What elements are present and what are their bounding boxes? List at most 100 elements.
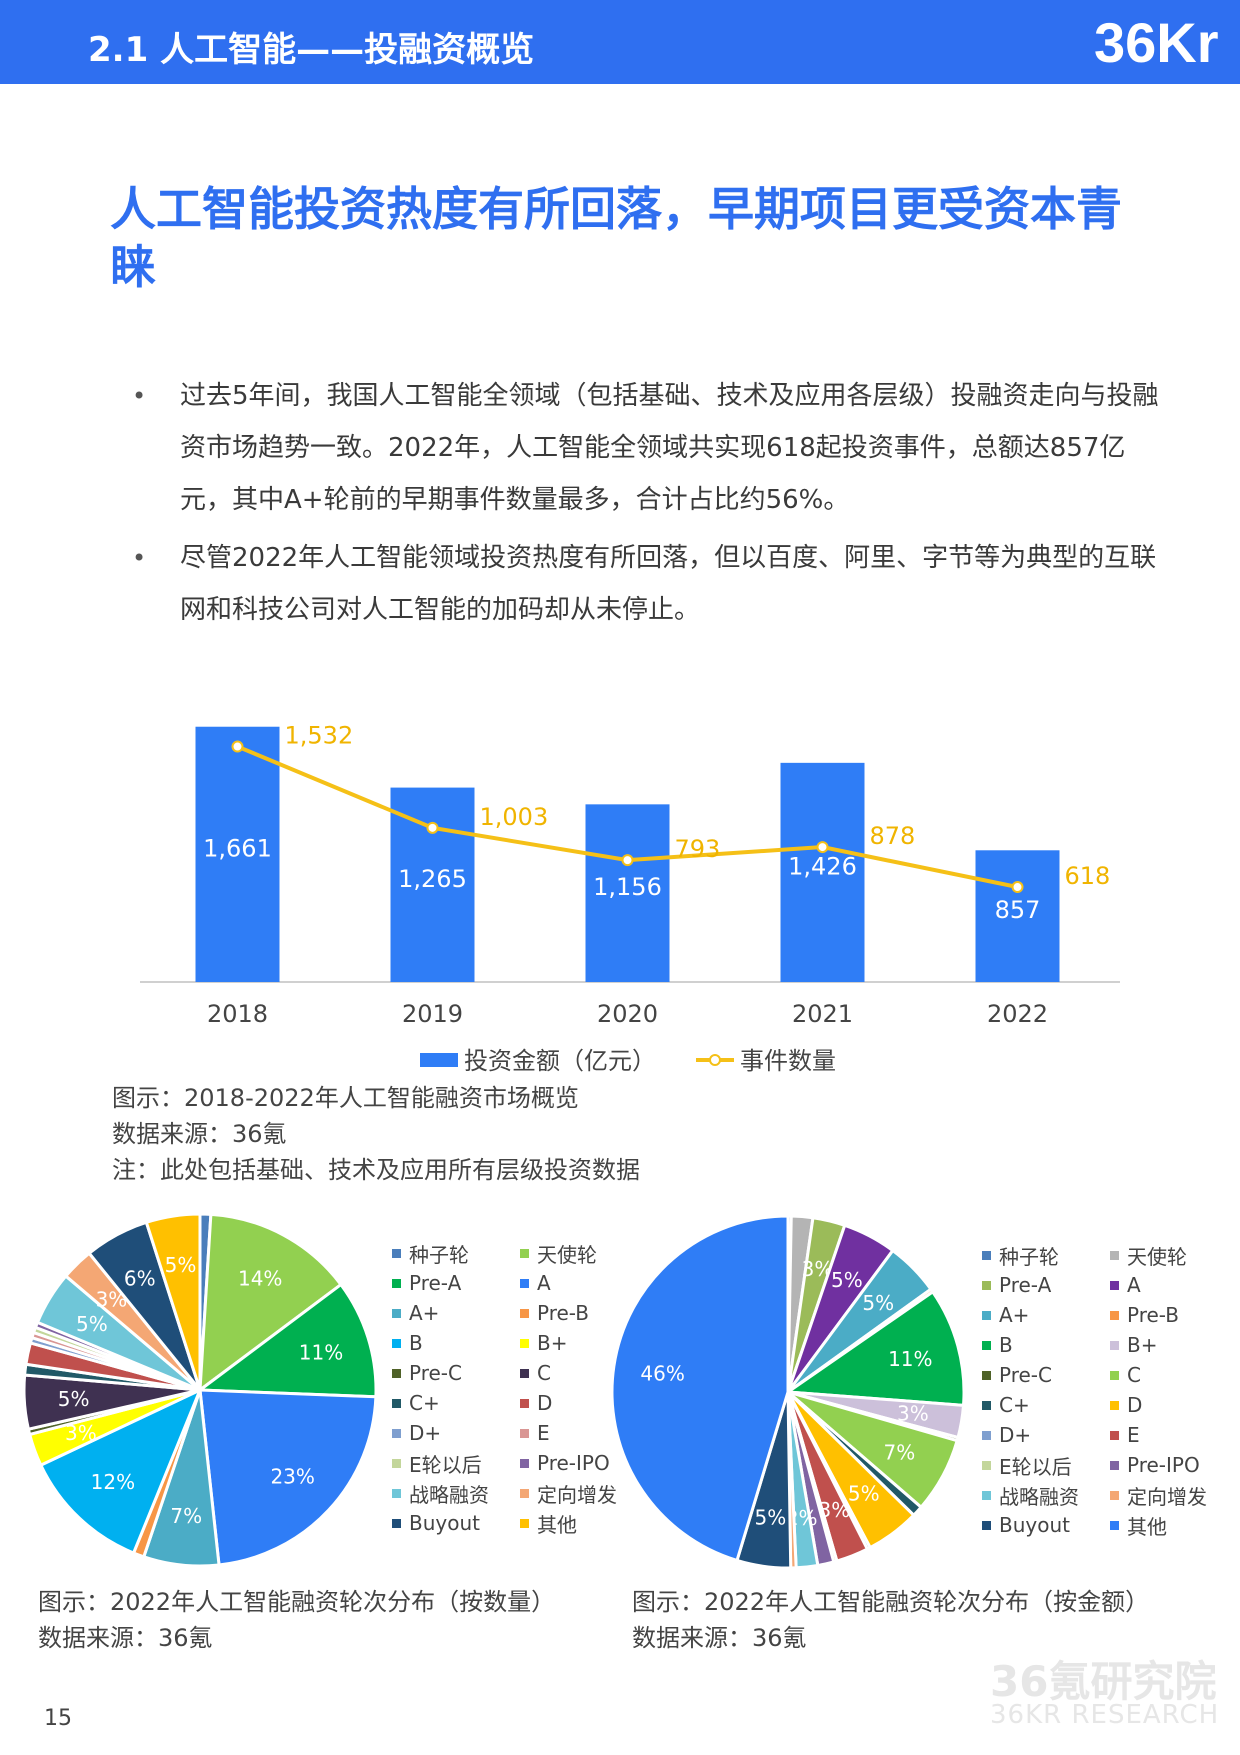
legend-swatch-bar	[420, 1053, 458, 1067]
bar	[390, 787, 475, 982]
pie-slice	[144, 1212, 202, 1391]
legend-swatch	[982, 1310, 991, 1320]
event-count-label: 793	[675, 835, 721, 863]
legend-item: 其他	[520, 1508, 638, 1538]
pie-chart-by-count: 14%11%23%7%12%3%5%5%3%6%5%	[22, 1212, 378, 1568]
legend-label: 天使轮	[1127, 1244, 1187, 1269]
legend-label: E轮以后	[999, 1454, 1072, 1479]
legend-item: 种子轮	[392, 1238, 510, 1268]
event-count-label: 878	[870, 822, 916, 850]
pie-slice-label: 5%	[58, 1387, 90, 1411]
legend-swatch	[1110, 1460, 1119, 1470]
legend-label: 天使轮	[537, 1242, 597, 1267]
legend-label: Buyout	[999, 1513, 1070, 1537]
bullet-item: • 尽管2022年人工智能领域投资热度有所回落，但以百度、阿里、字节等为典型的互…	[130, 532, 1160, 636]
legend-label: Pre-B	[1127, 1303, 1180, 1327]
section-title: 2.1 人工智能——投融资概览	[88, 30, 535, 70]
pie-chart-by-amount: 3%5%5%11%3%7%5%3%2%5%46%	[610, 1214, 966, 1570]
legend-label: D	[1127, 1393, 1143, 1417]
legend-item: 战略融资	[392, 1478, 510, 1508]
bar	[975, 850, 1060, 982]
pie-slice-label: 46%	[640, 1361, 684, 1385]
brand-logo-text: 36Kr	[1094, 11, 1219, 74]
bar-value-label: 857	[995, 896, 1041, 924]
bar-value-label: 1,661	[203, 834, 272, 862]
legend-swatch	[1110, 1340, 1119, 1350]
legend-swatch	[982, 1340, 991, 1350]
legend-item: 定向增发	[1110, 1480, 1228, 1510]
legend-label: B+	[1127, 1333, 1158, 1357]
legend-item: Pre-IPO	[520, 1448, 638, 1478]
watermark-cn: 36氪研究院	[990, 1657, 1217, 1706]
legend-swatch	[392, 1338, 401, 1348]
legend-swatch	[982, 1250, 991, 1260]
legend-label: B	[409, 1331, 423, 1355]
legend-label: 定向增发	[537, 1482, 617, 1507]
pie-slice-label: 23%	[270, 1464, 314, 1488]
pie-slice-label: 11%	[888, 1347, 932, 1371]
bullet-dot: •	[132, 544, 147, 572]
legend-label: Pre-A	[409, 1271, 462, 1295]
pie-slice-label: 5%	[76, 1312, 108, 1336]
event-count-label: 1,003	[480, 803, 549, 831]
legend-label: 其他	[1127, 1514, 1167, 1539]
bullet-list: • 过去5年间，我国人工智能全领域（包括基础、技术及应用各层级）投融资走向与投融…	[130, 370, 1160, 642]
pie-slice-label: 7%	[170, 1504, 202, 1528]
legend-swatch	[520, 1368, 529, 1378]
event-count-point	[621, 854, 634, 867]
pie-amount-caption: 图示：2022年人工智能融资轮次分布（按金额） 数据来源：36氪	[632, 1584, 1149, 1656]
legend-label: E	[1127, 1423, 1140, 1447]
header-bar: 2.1 人工智能——投融资概览 36Kr	[0, 0, 1240, 84]
pie-slice-label: 5%	[862, 1291, 894, 1315]
legend-item: Pre-B	[520, 1298, 638, 1328]
combo-chart-legend: 投资金额（亿元） 事件数量	[420, 1047, 836, 1075]
legend-label: 其他	[537, 1512, 577, 1537]
legend-swatch	[1110, 1490, 1119, 1500]
x-tick-label: 2018	[207, 1000, 268, 1028]
legend-swatch	[982, 1370, 991, 1380]
legend-label: Pre-A	[999, 1273, 1052, 1297]
x-tick-label: 2021	[792, 1000, 853, 1028]
legend-label: 定向增发	[1127, 1484, 1207, 1509]
bar	[585, 804, 670, 982]
legend-item: 天使轮	[520, 1238, 638, 1268]
legend-swatch	[392, 1248, 401, 1258]
pie-slice-label: 5%	[831, 1268, 863, 1292]
pie-count-caption-source: 数据来源：36氪	[38, 1624, 213, 1652]
legend-swatch	[520, 1518, 529, 1528]
legend-item: Pre-A	[982, 1270, 1100, 1300]
pie-slice-label: 11%	[299, 1340, 343, 1364]
legend-label: Pre-IPO	[1127, 1453, 1200, 1477]
legend-swatch	[982, 1460, 991, 1470]
legend-swatch	[392, 1278, 401, 1288]
pie-slice	[195, 1282, 378, 1399]
x-tick-label: 2019	[402, 1000, 463, 1028]
pie-slice-label: 12%	[91, 1470, 135, 1494]
bar	[195, 726, 280, 982]
legend-swatch	[982, 1490, 991, 1500]
legend-label: 战略融资	[409, 1482, 489, 1507]
legend-item: C	[520, 1358, 638, 1388]
x-tick-label: 2022	[987, 1000, 1048, 1028]
pie-slice-label: 7%	[884, 1440, 916, 1464]
pie-slice	[610, 1214, 790, 1563]
legend-label: D	[537, 1391, 553, 1415]
legend-item: E轮以后	[982, 1450, 1100, 1480]
legend-label: E	[537, 1421, 550, 1445]
legend-label: Pre-B	[537, 1301, 590, 1325]
legend-swatch	[1110, 1250, 1119, 1260]
legend-swatch	[392, 1488, 401, 1498]
legend-label: 种子轮	[409, 1242, 469, 1267]
legend-item: B+	[520, 1328, 638, 1358]
bar	[780, 762, 865, 982]
legend-label: E轮以后	[409, 1452, 482, 1477]
legend-label: B+	[537, 1331, 568, 1355]
page-headline: 人工智能投资热度有所回落，早期项目更受资本青睐	[110, 182, 1122, 294]
legend-item: Pre-C	[392, 1358, 510, 1388]
legend-swatch	[520, 1308, 529, 1318]
legend-label: Pre-C	[409, 1361, 462, 1385]
legend-swatch	[520, 1488, 529, 1498]
legend-item: E	[520, 1418, 638, 1448]
legend-swatch	[392, 1518, 401, 1528]
legend-label: A	[537, 1271, 551, 1295]
